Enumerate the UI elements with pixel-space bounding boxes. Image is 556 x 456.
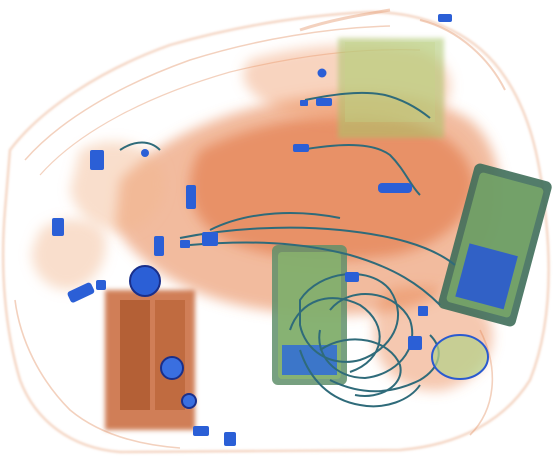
- battery-pack-bottom-left: [105, 290, 195, 430]
- cable-tangle: [119, 91, 456, 408]
- inorganic-block-top: [338, 38, 444, 138]
- metal-fittings: [52, 14, 452, 446]
- electronics-board-left: [272, 245, 347, 385]
- electronics-board-right: [438, 163, 552, 327]
- earbud-case: [431, 334, 489, 380]
